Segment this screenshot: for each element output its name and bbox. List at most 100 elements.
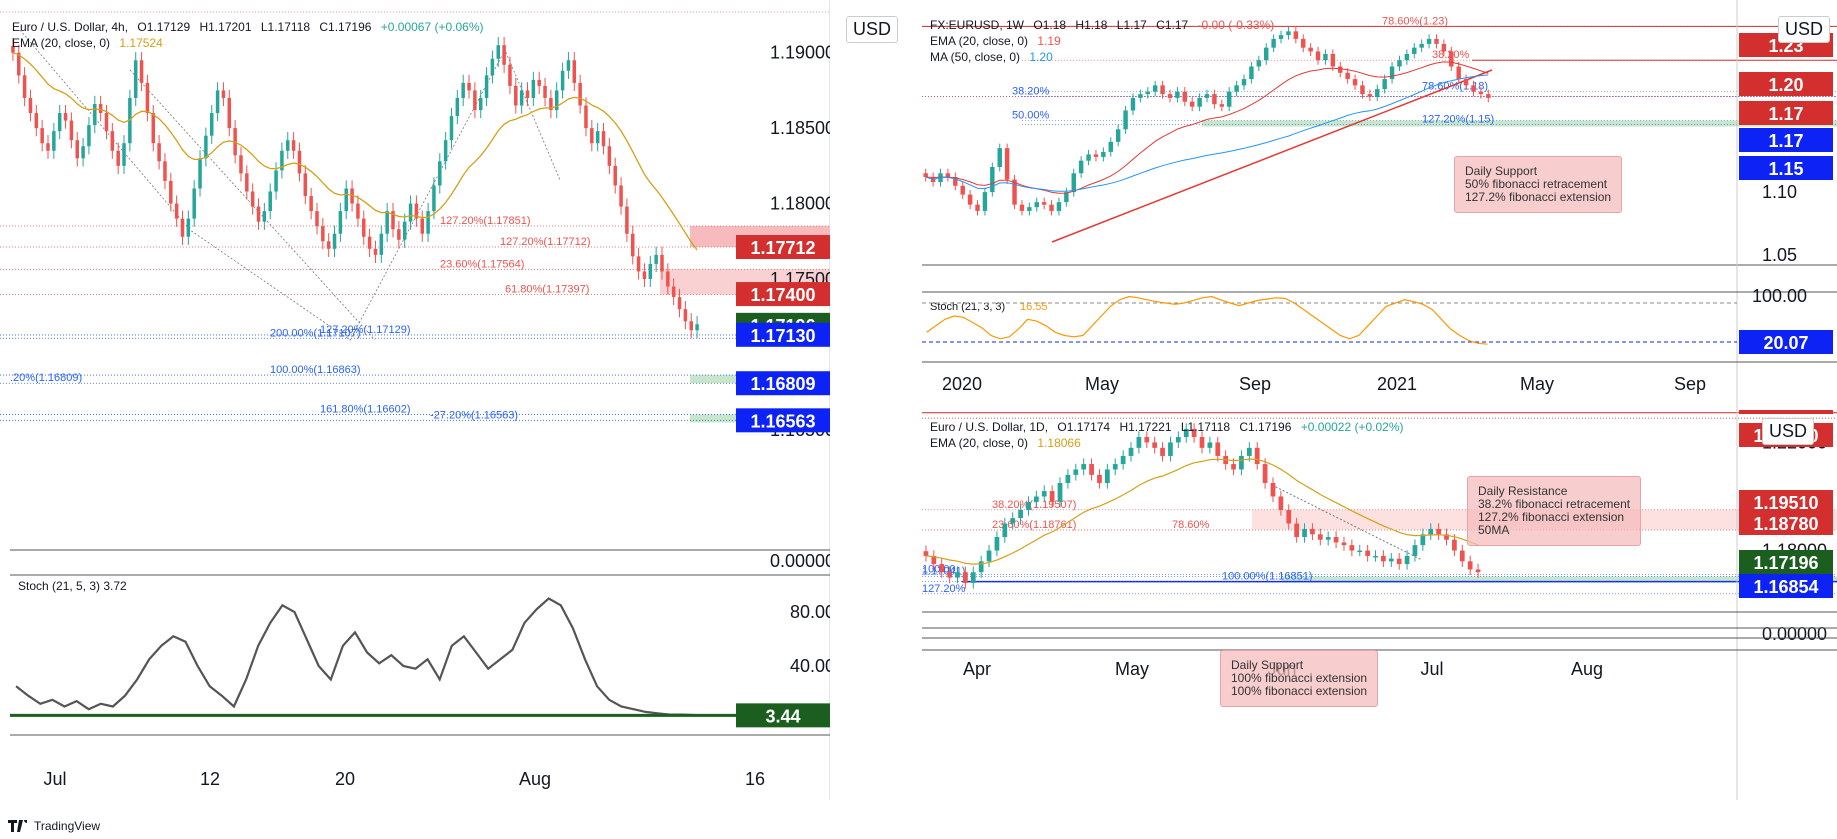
candle-4h-candle — [215, 90, 220, 114]
price-tag-4h-1: 1.17400 — [750, 285, 815, 305]
candle-4h-candle — [549, 97, 553, 111]
tradingview-footer[interactable]: TradingView — [8, 819, 100, 833]
candle-4h-candle — [362, 218, 366, 237]
currency-label-daily[interactable]: USD — [1762, 418, 1815, 445]
candle-4h-candle — [122, 143, 126, 166]
daily-price-tag-3-bg — [1739, 511, 1833, 535]
daily-fib-label: 38.20%(1.19507) — [992, 499, 1076, 511]
candle-4h-candle — [467, 82, 471, 91]
candle-daily-candle — [1018, 510, 1023, 519]
candle-weekly-candle — [1330, 53, 1336, 67]
weekly-price-tick: 1.10 — [1762, 182, 1797, 202]
candle-daily-candle — [1136, 437, 1142, 448]
price-tag-4h-5-bg — [736, 408, 830, 433]
candle-4h-candle — [315, 211, 319, 227]
candle-4h-candle — [174, 203, 179, 219]
candle-4h-candle — [677, 297, 682, 310]
chart-4h-canvas[interactable]: 127.20%(1.17851) 127.20%(1.17712) 23.60%(1… — [0, 0, 830, 800]
candle-daily-candle — [1381, 555, 1386, 562]
candle-weekly-candle — [1449, 51, 1454, 67]
candle-daily-candle — [1215, 442, 1221, 456]
candle-weekly-candle — [1264, 47, 1269, 61]
candle-daily-candle — [1317, 534, 1323, 540]
candle-4h-candle — [75, 140, 79, 159]
candle-4h-candle — [537, 79, 541, 86]
candle-weekly-candle — [960, 185, 965, 195]
candle-daily-candle — [947, 572, 952, 578]
candle-4h-candle — [514, 85, 518, 106]
weekly-price-tick: 1.05 — [1762, 245, 1797, 265]
candle-daily-candle — [1097, 474, 1102, 483]
candle-4h-candle — [443, 140, 448, 162]
weekly-ema-line — [925, 61, 1489, 194]
weekly-price-tag-2-bg — [1739, 101, 1833, 125]
trend-line — [129, 69, 376, 341]
candle-4h-candle — [139, 60, 144, 83]
candle-weekly-candle — [1478, 91, 1484, 95]
candle-weekly-candle — [1138, 94, 1143, 98]
candle-4h-candle — [595, 131, 600, 144]
candle-weekly-candle — [1397, 60, 1402, 67]
candle-daily-candle — [1026, 501, 1031, 510]
candle-weekly-candle — [1456, 66, 1461, 80]
candle-weekly-candle — [1204, 94, 1210, 98]
currency-label-weekly[interactable]: USD — [1778, 16, 1831, 43]
candle-4h-candle — [385, 211, 389, 234]
chart-4h-close: C1.17196 — [319, 20, 372, 34]
candle-weekly-candle — [1323, 53, 1328, 61]
candle-daily-candle — [1349, 545, 1355, 551]
candle-4h-candle — [478, 97, 483, 111]
candle-daily-candle — [970, 572, 976, 583]
candle-4h-candle — [554, 90, 559, 111]
candle-weekly-candle — [1152, 85, 1158, 92]
fib-level-label: 127.20%(1.17712) — [500, 236, 591, 248]
candle-daily-candle — [1404, 555, 1410, 565]
daily-time-tick: Apr — [963, 659, 991, 679]
daily-ema-label: EMA (20, close, 0) — [930, 436, 1029, 450]
daily-ema-line — [925, 458, 1479, 565]
chart-daily-canvas[interactable]: 38.20%(1.19507)23.60%(1.18761) 78.60%100.… — [922, 410, 1837, 800]
candle-daily-candle — [1246, 447, 1252, 456]
ema-value: 1.17524 — [119, 36, 163, 50]
candle-weekly-candle — [1034, 202, 1039, 208]
weekly-open: O1.18 — [1033, 18, 1067, 32]
daily-time-tick: Aug — [1571, 659, 1603, 679]
candle-daily-candle — [1002, 523, 1008, 538]
candle-4h-candle — [367, 236, 372, 249]
candle-daily-candle — [1452, 539, 1457, 551]
candle-daily-candle — [1191, 428, 1197, 438]
candle-weekly-candle — [1375, 89, 1380, 97]
candle-4h-candle — [34, 113, 39, 129]
candle-weekly-candle — [1389, 66, 1395, 80]
time-tick-label: Aug — [519, 769, 551, 789]
candle-4h-candle — [566, 60, 571, 71]
candle-4h-candle — [356, 203, 360, 219]
candle-4h-candle — [28, 97, 33, 114]
candle-4h-candle — [180, 218, 185, 237]
weekly-ma-value: 1.20 — [1029, 50, 1053, 64]
candle-weekly-candle — [1101, 151, 1106, 157]
candle-weekly-candle — [1278, 35, 1284, 39]
candle-daily-candle — [1262, 464, 1268, 483]
candle-4h-candle — [133, 60, 138, 98]
candle-daily-candle — [1396, 558, 1402, 565]
candle-daily-candle — [1183, 428, 1189, 438]
candle-daily-candle — [1010, 518, 1016, 524]
candle-4h-candle — [490, 58, 495, 76]
candle-weekly-candle — [1434, 38, 1439, 44]
currency-label-4h[interactable]: USD — [846, 16, 899, 43]
chart-weekly-canvas[interactable]: 78.60%(1.23)38.20%78.60%(1.18)38.20%50.0… — [922, 0, 1837, 410]
candle-4h-candle — [262, 211, 267, 222]
candle-4h-candle — [286, 140, 290, 151]
price-tag-4h-4: 1.16809 — [750, 374, 815, 394]
candle-4h-candle — [344, 188, 348, 212]
candle-weekly-candle — [1412, 47, 1417, 54]
daily-price-tag-2: 1.19510 — [1753, 493, 1818, 513]
daily-price-tag-5: 1.16854 — [1753, 577, 1818, 597]
candle-4h-candle — [391, 211, 395, 230]
candle-daily-candle — [1239, 455, 1244, 470]
candle-weekly-candle — [1108, 141, 1113, 152]
candle-weekly-candle — [1234, 85, 1239, 92]
candle-4h-candle — [145, 82, 150, 114]
daily-resistance-note: Daily Resistance 38.2% fibonacci retrace… — [1467, 476, 1642, 546]
